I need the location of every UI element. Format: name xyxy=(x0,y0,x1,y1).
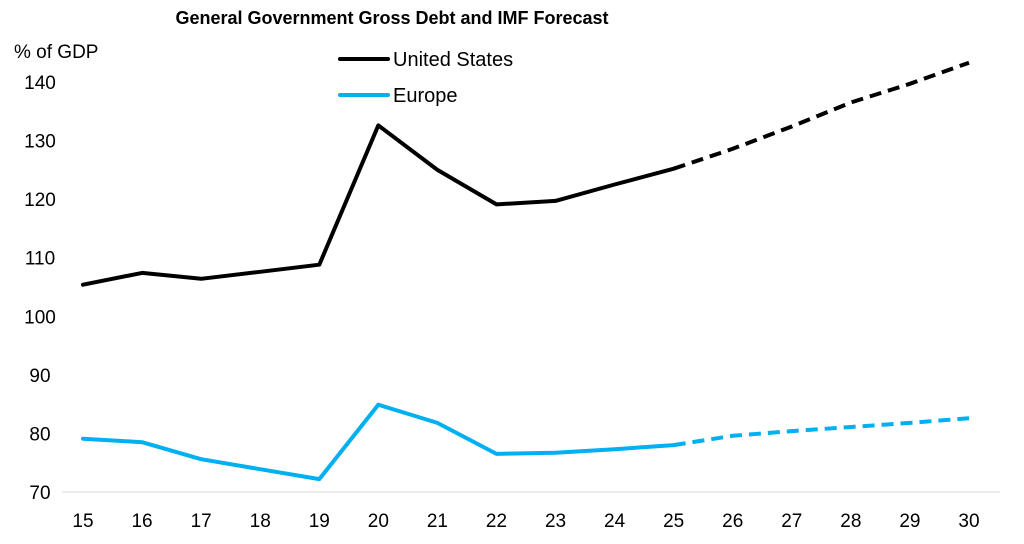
y-tick-label: 110 xyxy=(25,249,55,270)
y-axis-label: % of GDP xyxy=(14,42,98,63)
x-tick-label: 18 xyxy=(250,511,271,532)
x-tick-label: 27 xyxy=(781,511,802,532)
series-line-forecast-0 xyxy=(674,63,969,169)
series-line-actual-0 xyxy=(83,125,674,284)
series-line-actual-1 xyxy=(83,405,674,479)
x-tick-label: 30 xyxy=(958,511,979,532)
x-tick-label: 29 xyxy=(899,511,920,532)
legend: United States Europe xyxy=(340,49,513,107)
x-tick-label: 25 xyxy=(663,511,684,532)
y-tick-label: 80 xyxy=(29,424,50,445)
y-tick-label: 100 xyxy=(24,307,56,328)
y-tick-label: 120 xyxy=(24,190,56,211)
x-tick-label: 20 xyxy=(368,511,389,532)
x-tick-label: 15 xyxy=(72,511,93,532)
legend-label-europe: Europe xyxy=(393,85,458,107)
x-tick-label: 28 xyxy=(840,511,861,532)
x-tick-label: 16 xyxy=(131,511,152,532)
x-tick-label: 26 xyxy=(722,511,743,532)
x-tick-label: 19 xyxy=(309,511,330,532)
x-tick-label: 22 xyxy=(486,511,507,532)
x-tick-label: 17 xyxy=(191,511,212,532)
chart-title: General Government Gross Debt and IMF Fo… xyxy=(175,8,608,28)
y-tick-label: 70 xyxy=(29,483,50,504)
series-line-forecast-1 xyxy=(674,418,969,445)
y-tick-label: 140 xyxy=(24,73,56,94)
y-tick-label: 90 xyxy=(29,366,50,387)
x-tick-label: 21 xyxy=(427,511,448,532)
x-tick-label: 23 xyxy=(545,511,566,532)
x-tick-label: 24 xyxy=(604,511,626,532)
legend-label-us: United States xyxy=(393,49,513,71)
y-tick-label: 130 xyxy=(24,132,56,153)
